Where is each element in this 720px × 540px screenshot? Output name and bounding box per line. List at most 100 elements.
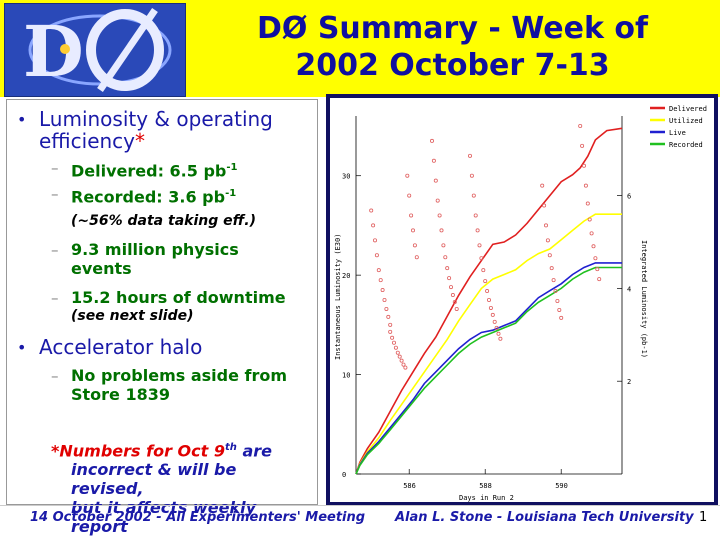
luminosity-point	[593, 256, 598, 261]
luminosity-point	[583, 183, 588, 188]
summary-panel: • Luminosity & operating efficiency* – D…	[6, 99, 318, 536]
luminosity-point	[540, 183, 545, 188]
footer-author: Alan L. Stone - Louisiana Tech Universit…	[395, 510, 694, 525]
luminosity-point	[545, 238, 550, 243]
bullet-luminosity-line2: efficiency	[39, 129, 136, 153]
title-line-1: DØ Summary - Week of	[256, 11, 649, 46]
luminosity-point	[371, 223, 376, 228]
y-axis-label-right: Integrated Luminosity (pb-1)	[640, 240, 648, 358]
luminosity-point	[467, 153, 472, 158]
recorded-item: Recorded: 3.6 pb-1	[71, 184, 236, 206]
luminosity-point	[395, 350, 400, 355]
luminosity-point	[555, 298, 560, 303]
dash: –	[51, 159, 59, 177]
luminosity-point	[585, 201, 590, 206]
svg-text:D: D	[23, 10, 84, 93]
luminosity-point	[390, 335, 395, 340]
luminosity-point	[581, 163, 586, 168]
footnote-line1-post: are	[236, 441, 272, 461]
luminosity-point	[477, 243, 482, 248]
footer-divider	[0, 505, 720, 506]
dash: –	[51, 241, 59, 259]
y-left-tick-label: 20	[342, 272, 350, 280]
luminosity-point	[479, 256, 484, 261]
y-right-tick-label: 6	[627, 193, 631, 201]
luminosity-point	[496, 331, 501, 336]
luminosity-point	[488, 305, 493, 310]
luminosity-point	[433, 178, 438, 183]
recorded-sup: -1	[225, 188, 237, 199]
physics-line1: 9.3 million physics	[71, 240, 239, 259]
luminosity-point	[452, 299, 457, 304]
series-line-delivered	[355, 127, 623, 475]
bullet-dot: •	[17, 338, 27, 357]
dash: –	[51, 185, 59, 203]
bullet-luminosity: Luminosity & operating efficiency*	[39, 108, 273, 152]
luminosity-point	[595, 267, 600, 272]
luminosity-point	[435, 198, 440, 203]
luminosity-point	[409, 213, 414, 218]
dash: –	[51, 367, 59, 385]
luminosity-point	[483, 279, 488, 284]
luminosity-point	[380, 288, 385, 293]
footnote: *Numbers for Oct 9th are incorrect & wil…	[51, 438, 313, 536]
legend-label-delivered: Delivered	[669, 105, 707, 113]
downtime-line1: 15.2 hours of downtime	[71, 288, 286, 307]
luminosity-point	[492, 319, 497, 324]
luminosity-point	[447, 276, 452, 281]
luminosity-point	[542, 203, 547, 208]
luminosity-point	[386, 314, 391, 319]
luminosity-point	[490, 312, 495, 317]
luminosity-point	[494, 325, 499, 330]
luminosity-point	[580, 143, 585, 148]
y-right-tick-label: 2	[627, 378, 631, 386]
luminosity-point	[374, 253, 379, 258]
luminosity-chart: 586 588 590 0 10 20 30 2 4 6 Days in Run 2 Instanta…	[334, 105, 707, 502]
luminosity-point	[378, 278, 383, 283]
bullet-luminosity-line1: Luminosity & operating	[39, 107, 273, 131]
luminosity-point	[449, 285, 454, 290]
footnote-line2: incorrect & will be revised,	[71, 460, 237, 499]
d0-logo: D	[4, 3, 186, 97]
luminosity-point	[587, 217, 592, 222]
y-left-tick-label: 10	[342, 372, 350, 380]
luminosity-point	[403, 365, 408, 370]
luminosity-point	[473, 213, 478, 218]
luminosity-point	[405, 173, 410, 178]
luminosity-point	[486, 297, 491, 302]
luminosity-point	[454, 306, 459, 311]
luminosity-point	[382, 297, 387, 302]
halo-line1: No problems aside from	[71, 366, 288, 385]
x-tick-label: 586	[403, 482, 416, 490]
legend-label-recorded: Recorded	[669, 141, 703, 149]
page-title: DØ Summary - Week of 2002 October 7-13	[190, 10, 715, 84]
title-banner: D DØ Summary - Week of 2002 October 7-13	[0, 0, 720, 97]
luminosity-point	[591, 244, 596, 249]
luminosity-point	[397, 354, 402, 359]
luminosity-point	[401, 362, 406, 367]
bullet-accelerator-halo: Accelerator halo	[39, 335, 203, 359]
legend-label-live: Live	[669, 129, 686, 137]
luminosity-point	[553, 289, 558, 294]
luminosity-point	[431, 158, 436, 163]
page-number: 1	[699, 510, 708, 525]
plot-area: 586 588 590 0 10 20 30 2 4 6 Days in Run 2 Instanta…	[330, 98, 714, 502]
luminosity-point	[437, 213, 442, 218]
luminosity-point	[407, 193, 412, 198]
delivered-text: Delivered: 6.5 pb	[71, 161, 227, 181]
delivered-sup: -1	[226, 162, 238, 173]
y-left-tick-label: 30	[342, 173, 350, 181]
downtime-line2: (see next slide)	[71, 308, 194, 324]
footer-date: 14 October 2002 - All Experimenters' Mee…	[30, 510, 366, 525]
footnote-star: *	[135, 129, 146, 153]
physics-line2: events	[71, 259, 132, 278]
y-left-tick-label: 0	[342, 471, 346, 479]
luminosity-point	[450, 293, 455, 298]
series-line-utilized	[355, 213, 622, 475]
luminosity-point	[589, 231, 594, 236]
luminosity-point	[543, 223, 548, 228]
bullet-dot: •	[17, 110, 27, 129]
luminosity-point	[392, 340, 397, 345]
x-tick-label: 588	[479, 482, 492, 490]
dash: –	[51, 289, 59, 307]
